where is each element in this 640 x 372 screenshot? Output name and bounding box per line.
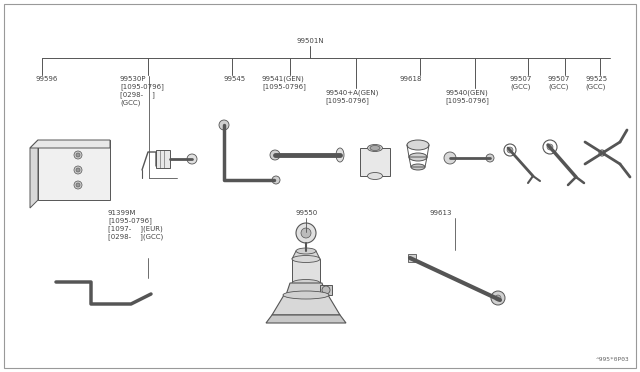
- Polygon shape: [38, 140, 110, 200]
- Polygon shape: [272, 295, 340, 315]
- Ellipse shape: [407, 140, 429, 150]
- Text: 91399M
[1095-0796]
[1097-    ](EUR)
[0298-    ](GCC): 91399M [1095-0796] [1097- ](EUR) [0298- …: [108, 210, 163, 240]
- Circle shape: [491, 291, 505, 305]
- Circle shape: [74, 166, 82, 174]
- Circle shape: [507, 147, 513, 153]
- Polygon shape: [266, 315, 346, 323]
- Text: 99525
(GCC): 99525 (GCC): [585, 76, 607, 90]
- Circle shape: [444, 152, 456, 164]
- Text: 99507
(GCC): 99507 (GCC): [510, 76, 532, 90]
- Text: ^995*0P03: ^995*0P03: [596, 357, 630, 362]
- Ellipse shape: [296, 248, 316, 254]
- Ellipse shape: [367, 144, 383, 151]
- Circle shape: [219, 120, 229, 130]
- Ellipse shape: [292, 256, 320, 263]
- Ellipse shape: [322, 286, 330, 294]
- Circle shape: [301, 228, 311, 238]
- Text: 99541(GEN)
[1095-0796]: 99541(GEN) [1095-0796]: [262, 76, 306, 90]
- Polygon shape: [408, 254, 416, 262]
- Circle shape: [270, 150, 280, 160]
- Polygon shape: [292, 259, 320, 283]
- Text: 99550: 99550: [295, 210, 317, 216]
- Circle shape: [599, 150, 605, 156]
- Text: 99545: 99545: [224, 76, 246, 82]
- Circle shape: [76, 168, 80, 172]
- Circle shape: [486, 154, 494, 162]
- Polygon shape: [286, 283, 326, 295]
- Polygon shape: [30, 140, 38, 208]
- Text: 99596: 99596: [36, 76, 58, 82]
- Text: 99613: 99613: [430, 210, 452, 216]
- Circle shape: [547, 144, 553, 150]
- Circle shape: [76, 153, 80, 157]
- Text: 99507
(GCC): 99507 (GCC): [548, 76, 570, 90]
- Ellipse shape: [283, 291, 329, 299]
- Ellipse shape: [367, 173, 383, 180]
- Text: 99501N: 99501N: [296, 38, 324, 44]
- Polygon shape: [156, 150, 170, 168]
- Circle shape: [74, 151, 82, 159]
- Polygon shape: [360, 148, 390, 176]
- Polygon shape: [292, 251, 320, 259]
- Text: 99540+A(GEN)
[1095-0796]: 99540+A(GEN) [1095-0796]: [325, 89, 378, 103]
- Circle shape: [74, 181, 82, 189]
- Ellipse shape: [292, 279, 320, 286]
- Circle shape: [272, 176, 280, 184]
- Ellipse shape: [336, 148, 344, 162]
- Circle shape: [76, 183, 80, 187]
- Text: 99540(GEN)
[1095-0796]: 99540(GEN) [1095-0796]: [445, 89, 489, 103]
- Polygon shape: [30, 140, 110, 148]
- Text: 99530P
[1095-0796]
[0298-    ]
(GCC): 99530P [1095-0796] [0298- ] (GCC): [120, 76, 164, 106]
- Circle shape: [296, 223, 316, 243]
- Circle shape: [187, 154, 197, 164]
- Text: 99618: 99618: [400, 76, 422, 82]
- Circle shape: [495, 295, 501, 301]
- Ellipse shape: [411, 164, 425, 170]
- Ellipse shape: [409, 153, 427, 161]
- Polygon shape: [320, 285, 332, 295]
- Ellipse shape: [370, 145, 380, 151]
